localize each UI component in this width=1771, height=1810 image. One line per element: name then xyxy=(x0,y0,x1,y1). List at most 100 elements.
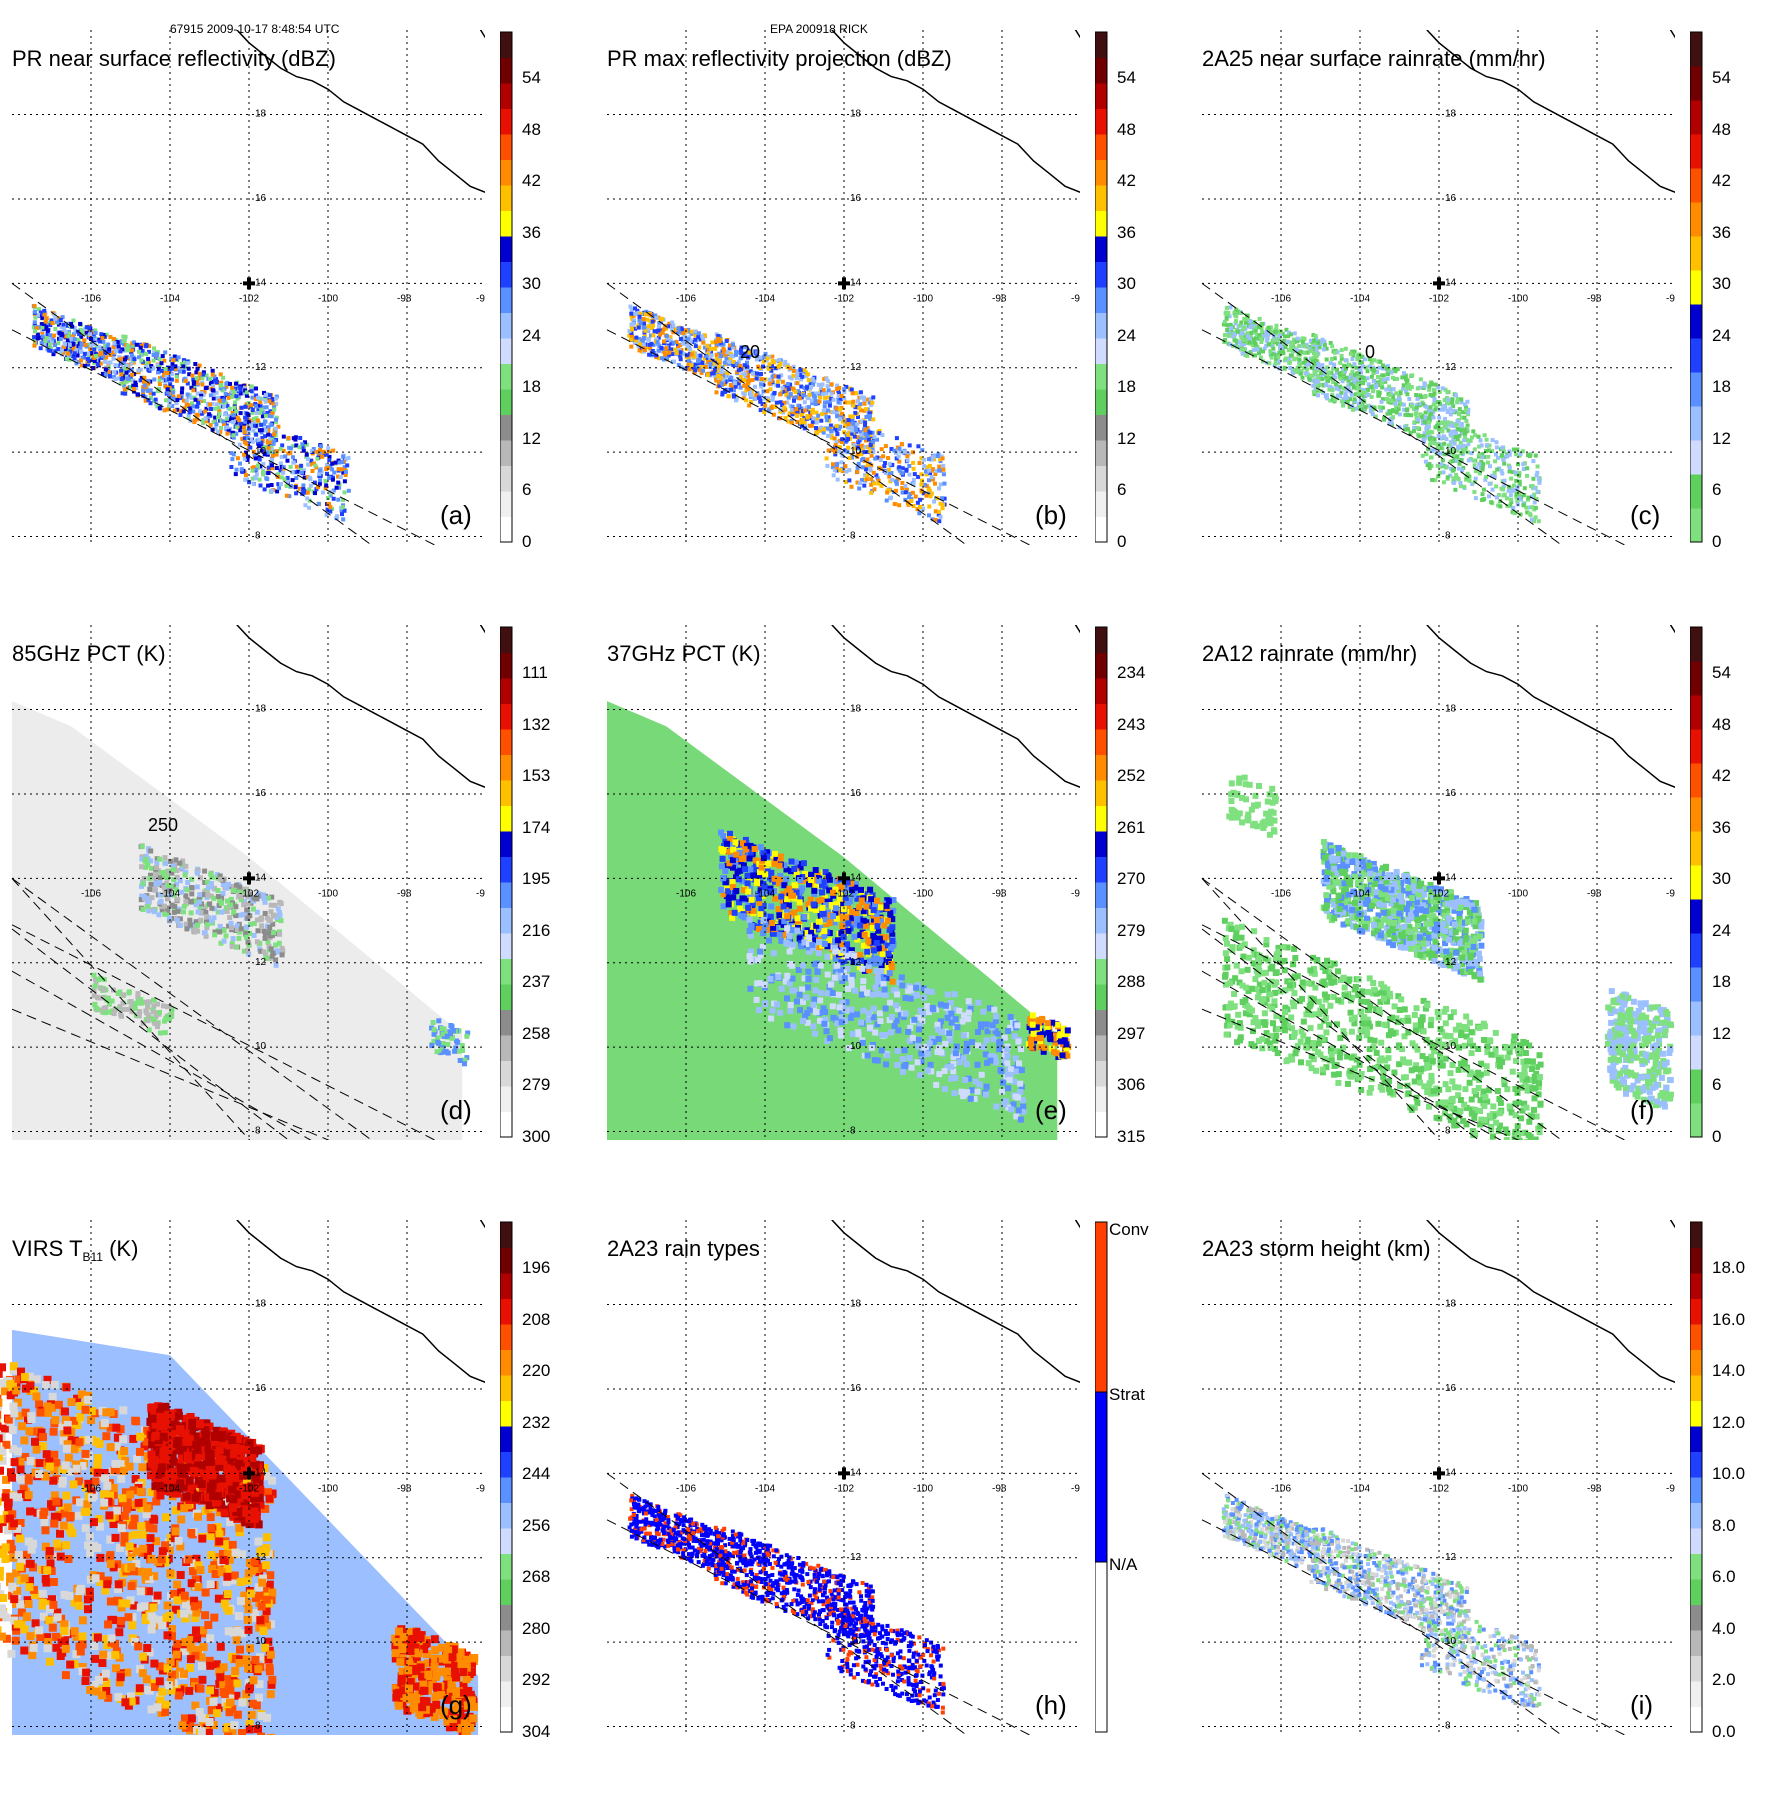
precip-pixel xyxy=(101,340,105,344)
precip-pixel xyxy=(1494,453,1498,457)
precip-pixel xyxy=(718,339,722,343)
precip-pixel xyxy=(1433,437,1437,441)
precip-pixel xyxy=(152,392,156,396)
precip-pixel xyxy=(158,382,162,386)
precip-pixel xyxy=(219,426,223,430)
precip-pixel xyxy=(1488,482,1492,486)
precip-pixel xyxy=(1301,376,1305,380)
precip-pixel xyxy=(939,482,943,486)
precip-pixel xyxy=(152,359,156,363)
precip-pixel xyxy=(1424,411,1428,415)
precip-pixel xyxy=(282,435,286,439)
precip-pixel xyxy=(79,359,83,363)
precip-pixel xyxy=(1441,458,1445,462)
precip-pixel xyxy=(262,929,267,934)
precip-pixel xyxy=(805,385,809,389)
precip-pixel xyxy=(73,337,77,341)
precip-pixel xyxy=(227,396,231,400)
precip-pixel xyxy=(1444,466,1448,470)
precip-pixel xyxy=(299,464,303,468)
precip-pixel xyxy=(835,424,839,428)
precip-pixel xyxy=(1372,379,1376,383)
precip-pixel xyxy=(230,395,234,399)
precip-pixel xyxy=(175,918,180,923)
colorbar-tick-label: 12 xyxy=(1712,429,1731,449)
colorbar-tick-label: 36 xyxy=(1712,223,1731,243)
precip-pixel xyxy=(247,913,252,918)
colorbar-tick-label: 12 xyxy=(1117,429,1136,449)
precip-pixel xyxy=(347,489,351,493)
precip-pixel xyxy=(92,973,97,978)
precip-pixel xyxy=(922,458,926,462)
precip-pixel xyxy=(838,468,842,472)
precip-pixel xyxy=(291,461,295,465)
precip-pixel xyxy=(1429,405,1433,409)
precip-pixel xyxy=(252,933,257,938)
colorbar-segment xyxy=(1095,466,1107,492)
precip-pixel xyxy=(1477,435,1481,439)
precip-pixel xyxy=(838,417,842,421)
precip-pixel xyxy=(817,383,821,387)
precip-pixel xyxy=(231,909,236,914)
precip-pixel xyxy=(1501,487,1505,491)
precip-pixel xyxy=(1384,388,1388,392)
precip-pixel xyxy=(231,413,235,417)
colorbar-tick-label: 12 xyxy=(522,429,541,449)
precip-pixel xyxy=(1509,477,1513,481)
precip-pixel xyxy=(687,359,691,363)
precip-pixel xyxy=(221,891,226,896)
precip-pixel xyxy=(272,408,276,412)
precip-pixel xyxy=(827,388,831,392)
precip-pixel xyxy=(1537,481,1541,485)
precip-pixel xyxy=(163,855,168,860)
precip-pixel xyxy=(814,401,818,405)
precip-pixel xyxy=(1478,453,1482,457)
precip-pixel xyxy=(1454,431,1458,435)
precip-pixel xyxy=(266,484,270,488)
precip-pixel xyxy=(272,913,277,918)
precip-pixel xyxy=(1239,321,1243,325)
precip-pixel xyxy=(145,361,149,365)
colorbar-segment xyxy=(1690,508,1702,543)
precip-pixel xyxy=(1406,427,1410,431)
precip-pixel xyxy=(1327,370,1331,374)
precip-pixel xyxy=(1264,330,1268,334)
precip-pixel xyxy=(176,909,181,914)
precip-pixel xyxy=(646,338,650,342)
precip-pixel xyxy=(186,361,190,365)
precip-pixel xyxy=(851,404,855,408)
precip-pixel xyxy=(280,946,285,951)
precip-pixel xyxy=(306,463,310,467)
precip-pixel xyxy=(160,369,164,373)
precip-pixel xyxy=(850,388,854,392)
precip-pixel xyxy=(1314,334,1318,338)
colorbar-tick-label: 42 xyxy=(1117,171,1136,191)
precip-pixel xyxy=(856,399,860,403)
precip-pixel xyxy=(279,447,283,451)
precip-pixel xyxy=(1507,489,1511,493)
precip-pixel xyxy=(755,372,759,376)
panel-title: 2A25 near surface rainrate (mm/hr) xyxy=(1202,46,1546,72)
precip-pixel xyxy=(41,334,45,338)
precip-pixel xyxy=(1529,484,1533,488)
precip-pixel xyxy=(1338,361,1342,365)
precip-pixel xyxy=(651,333,655,337)
precip-pixel xyxy=(56,347,60,351)
precip-pixel xyxy=(264,429,268,433)
precip-pixel xyxy=(1410,404,1414,408)
precip-pixel xyxy=(178,923,183,928)
precip-pixel xyxy=(127,989,132,994)
precip-pixel xyxy=(776,384,780,388)
precip-pixel xyxy=(1259,336,1263,340)
precip-pixel xyxy=(238,913,243,918)
precip-pixel xyxy=(629,345,633,349)
precip-pixel xyxy=(432,1032,437,1037)
precip-pixel xyxy=(43,313,47,317)
precip-pixel xyxy=(1473,447,1477,451)
precip-pixel xyxy=(92,1002,97,1007)
precip-pixel xyxy=(747,404,751,408)
precip-pixel xyxy=(912,478,916,482)
precip-pixel xyxy=(191,388,195,392)
colorbar-segment xyxy=(500,440,512,466)
precip-pixel xyxy=(1301,340,1305,344)
